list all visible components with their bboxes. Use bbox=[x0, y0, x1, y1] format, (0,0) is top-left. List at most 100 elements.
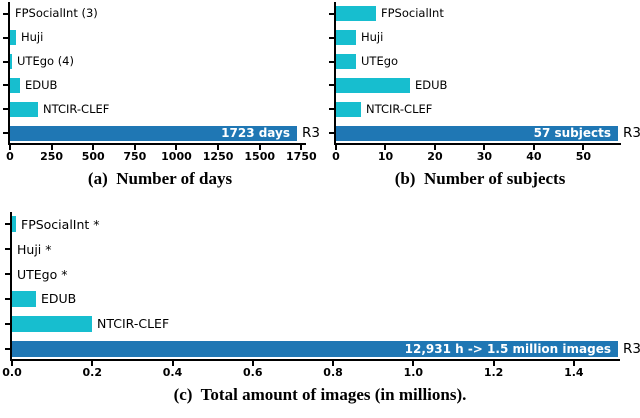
x-tick bbox=[582, 145, 585, 150]
category-label: EDUB bbox=[25, 77, 58, 92]
x-tick-label: 0.6 bbox=[243, 366, 263, 379]
category-label: Huji bbox=[21, 30, 44, 45]
x-tick bbox=[532, 145, 535, 150]
x-tick-label: 1.4 bbox=[564, 366, 584, 379]
x-tick-label: 20 bbox=[427, 150, 443, 163]
bar-huji bbox=[336, 30, 356, 46]
x-tick bbox=[133, 145, 136, 150]
bar-fpsocialint bbox=[12, 216, 16, 233]
x-tick bbox=[9, 145, 11, 150]
chart-number-of-days: FPSocialInt (3) Huji UTEgo (4) EDUB NTCIR-CL… bbox=[3, 2, 320, 163]
bar-edub bbox=[10, 77, 20, 93]
x-tick bbox=[332, 361, 335, 366]
x-tick-label: 0.2 bbox=[82, 366, 103, 379]
bar-ntcir-clef bbox=[336, 101, 361, 117]
caption-number-of-days: (a) Number of days bbox=[87, 169, 233, 188]
bar-r3: 12,931 h -> 1.5 million images bbox=[12, 340, 618, 357]
bar-r3: 57 subjects bbox=[336, 125, 618, 141]
y-tick bbox=[5, 297, 10, 300]
y-tick bbox=[5, 248, 10, 251]
chart-number-of-subjects: FPSocialInt Huji UTEgo EDUB NTCIR-CLEF 57 sub… bbox=[329, 2, 640, 163]
x-tick bbox=[412, 361, 415, 366]
y-tick bbox=[329, 36, 334, 39]
bar-edub bbox=[336, 77, 410, 93]
bar-value-label: 57 subjects bbox=[533, 126, 611, 141]
x-tick bbox=[11, 361, 13, 366]
bar-huji bbox=[10, 30, 16, 46]
y-tick bbox=[3, 84, 8, 87]
bar-utego bbox=[336, 54, 356, 70]
y-tick bbox=[329, 132, 334, 135]
x-tick bbox=[300, 145, 303, 150]
caption-total-images: (c) Total amount of images (in millions)… bbox=[173, 385, 467, 404]
y-tick bbox=[3, 12, 8, 15]
bar-value-label: 12,931 h -> 1.5 million images bbox=[404, 341, 611, 356]
bar-r3: 1723 days bbox=[10, 125, 297, 141]
x-tick bbox=[384, 145, 387, 150]
bar-value-label: 1723 days bbox=[221, 126, 290, 141]
x-tick-label: 0.4 bbox=[162, 366, 183, 379]
y-tick bbox=[5, 347, 10, 350]
x-tick-label: 1.0 bbox=[403, 366, 424, 379]
y-tick bbox=[3, 60, 8, 63]
x-tick-label: 0.0 bbox=[2, 366, 22, 379]
y-tick bbox=[329, 60, 334, 63]
caption-number-of-subjects: (b) Number of subjects bbox=[394, 169, 566, 188]
x-tick-label: 750 bbox=[123, 150, 147, 163]
x-tick-label: 1250 bbox=[202, 150, 234, 163]
x-tick bbox=[92, 145, 95, 150]
x-tick-label: 0 bbox=[6, 150, 14, 163]
bar-ntcir-clef bbox=[10, 101, 38, 117]
x-tick bbox=[91, 361, 94, 366]
chart-total-images: FPSocialInt * Huji * UTEgo * EDUB NTCIR-CLEF… bbox=[2, 212, 640, 379]
y-tick bbox=[3, 108, 8, 111]
x-tick bbox=[251, 361, 254, 366]
y-tick bbox=[329, 84, 334, 87]
bar-ntcir-clef bbox=[12, 315, 92, 332]
x-tick bbox=[258, 145, 261, 150]
x-tick-label: 40 bbox=[526, 150, 542, 163]
category-label: UTEgo * bbox=[17, 266, 68, 282]
x-tick-label: 10 bbox=[377, 150, 394, 163]
x-tick-label: 1750 bbox=[286, 150, 317, 163]
category-label: UTEgo (4) bbox=[17, 54, 74, 69]
category-label: FPSocialInt * bbox=[21, 216, 100, 232]
category-label: FPSocialInt bbox=[381, 6, 444, 21]
y-tick bbox=[5, 322, 10, 325]
x-tick-label: 50 bbox=[575, 150, 592, 163]
x-tick bbox=[335, 145, 337, 150]
y-tick bbox=[329, 12, 334, 15]
category-label: EDUB bbox=[415, 77, 448, 92]
x-tick bbox=[433, 145, 436, 150]
x-tick-label: 30 bbox=[476, 150, 493, 163]
x-tick-label: 0.8 bbox=[323, 366, 343, 379]
x-tick-label: 250 bbox=[40, 150, 64, 163]
r3-tag: R3 bbox=[302, 125, 320, 142]
y-tick bbox=[5, 273, 10, 276]
x-tick-label: 0 bbox=[332, 150, 340, 163]
x-tick bbox=[217, 145, 220, 150]
bar-utego bbox=[10, 54, 12, 70]
x-tick bbox=[50, 145, 53, 150]
category-label: Huji * bbox=[17, 241, 52, 257]
x-tick-label: 1500 bbox=[244, 150, 276, 163]
x-tick-label: 1000 bbox=[161, 150, 192, 163]
bar-edub bbox=[12, 290, 36, 307]
category-label: NTCIR-CLEF bbox=[366, 101, 433, 116]
category-label: NTCIR-CLEF bbox=[43, 101, 110, 116]
category-label: UTEgo bbox=[361, 54, 399, 69]
x-tick-label: 1.2 bbox=[483, 366, 504, 379]
y-tick bbox=[3, 132, 8, 135]
x-tick bbox=[483, 145, 486, 150]
bar-fpsocialint bbox=[336, 6, 376, 22]
x-tick bbox=[175, 145, 178, 150]
x-tick bbox=[171, 361, 174, 366]
r3-tag: R3 bbox=[623, 125, 640, 142]
y-tick bbox=[5, 223, 10, 226]
category-label: Huji bbox=[361, 30, 384, 45]
category-label: FPSocialInt (3) bbox=[15, 6, 98, 21]
x-tick bbox=[492, 361, 495, 366]
y-tick bbox=[329, 108, 334, 111]
category-label: EDUB bbox=[41, 291, 77, 307]
